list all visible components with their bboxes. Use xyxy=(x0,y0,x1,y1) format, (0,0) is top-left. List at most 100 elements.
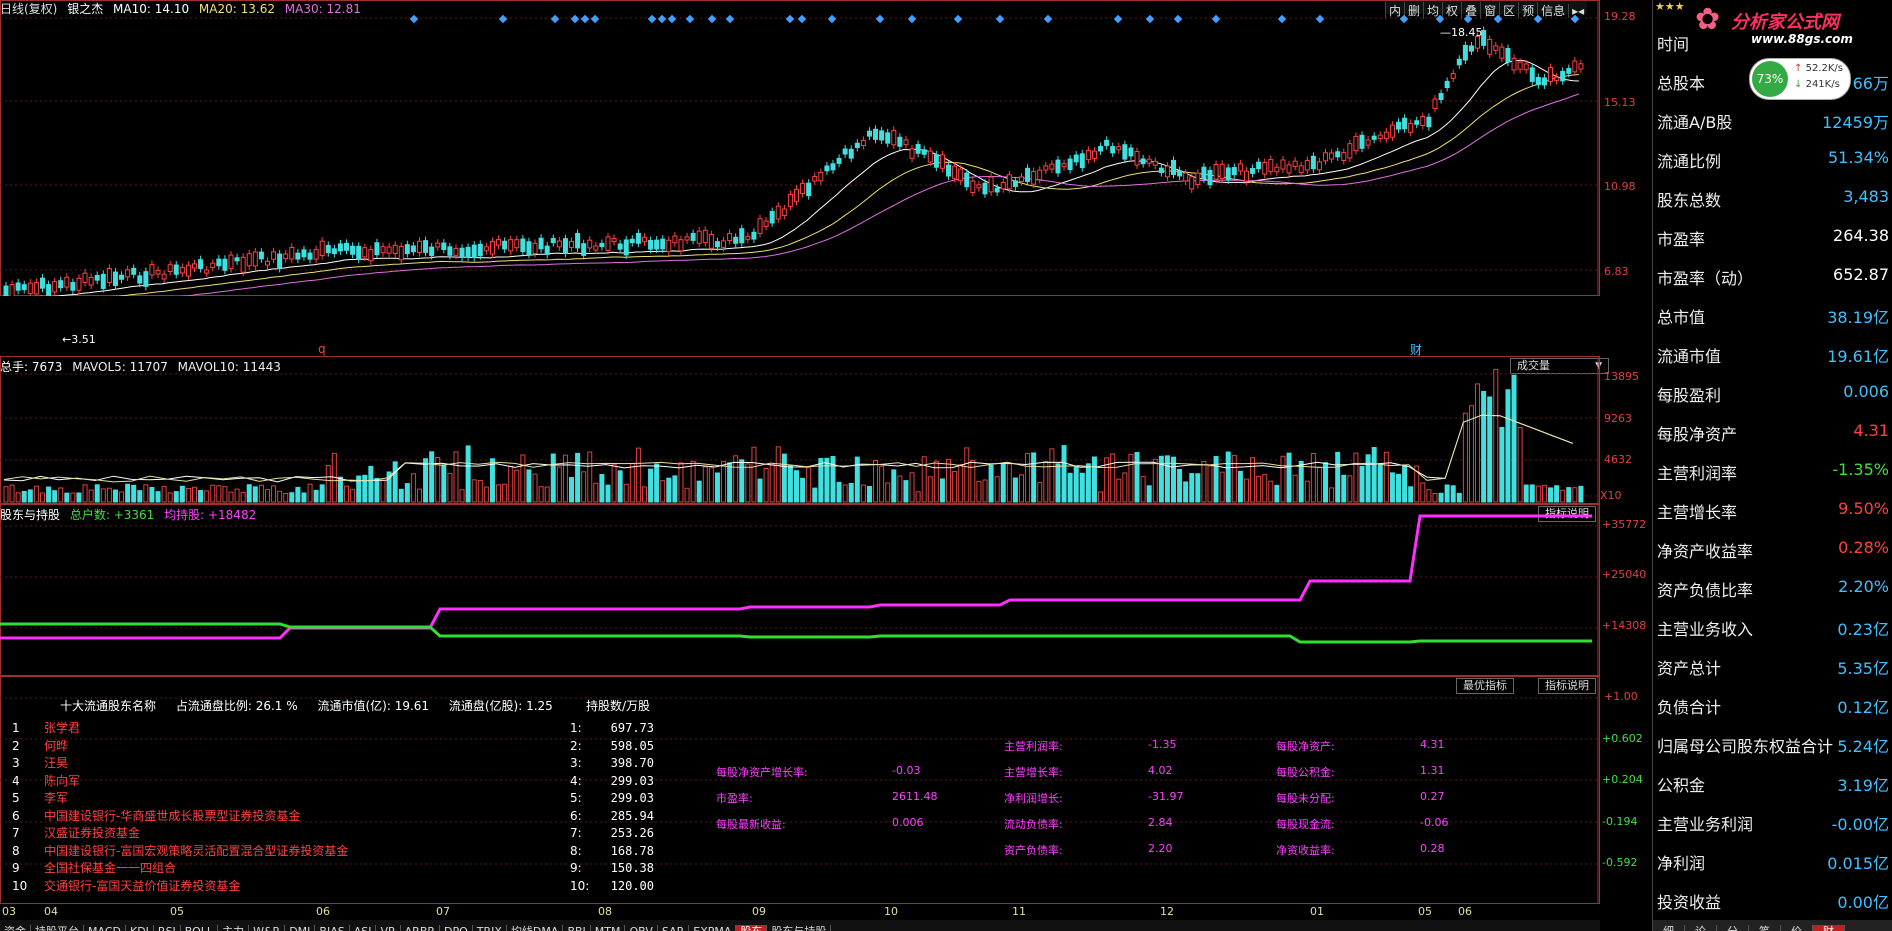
indicator-tab[interactable]: ASI xyxy=(350,925,377,931)
candle-body xyxy=(1237,163,1243,172)
indicator-tab[interactable]: DPO xyxy=(440,925,473,931)
volume-bar xyxy=(623,483,629,503)
volume-chart[interactable] xyxy=(0,356,1600,504)
holder-row[interactable]: 9 全国社保基金一一四组合 9: 150.38 xyxy=(0,860,670,877)
volume-bar xyxy=(1012,477,1018,503)
sidebar-tab[interactable]: 笔 xyxy=(1749,925,1781,931)
candle-body xyxy=(1341,152,1347,162)
volume-axis-2: 9263 xyxy=(1604,412,1632,425)
sidebar-tab[interactable]: 细 xyxy=(1653,925,1685,931)
indicator-tab[interactable]: ARBR xyxy=(401,925,441,931)
candle-body xyxy=(337,243,343,252)
indicator-tab[interactable]: BBI xyxy=(563,925,591,931)
volume-bar xyxy=(362,474,368,503)
volume-bar xyxy=(775,446,781,503)
candle-body xyxy=(550,238,556,244)
sidebar-tab[interactable]: 财 xyxy=(1813,925,1845,931)
toolbar-window[interactable]: 窗 xyxy=(1480,2,1499,19)
indicator-tab[interactable]: SAR xyxy=(658,925,690,931)
indicator-selector[interactable]: 成交量 ▼ xyxy=(1510,358,1609,374)
candle-body xyxy=(1189,176,1195,190)
volume-bar xyxy=(1243,478,1249,503)
logo[interactable]: ✿ 分析家公式网 www.88gs.com xyxy=(1695,2,1891,46)
toolbar-avg[interactable]: 均 xyxy=(1423,2,1442,19)
toolbar-toggle[interactable]: ▸◂ xyxy=(1568,4,1587,18)
holder-row[interactable]: 3 汪昊 3: 398.70 xyxy=(0,755,670,772)
volume-bar xyxy=(1091,456,1097,503)
indicator-tab[interactable]: 股东与持股 xyxy=(767,925,832,931)
indicator-tab[interactable]: MTM xyxy=(591,925,626,931)
volume-bar xyxy=(1256,476,1262,503)
toolbar-info[interactable]: 信息 xyxy=(1537,2,1568,19)
volume-bar xyxy=(897,475,903,503)
volume-bar xyxy=(745,463,751,503)
indicator-tab[interactable]: 资金 xyxy=(0,925,31,931)
holder-row[interactable]: 1 张学君 1: 697.73 xyxy=(0,720,670,737)
candle-body xyxy=(392,244,398,254)
toolbar-inner[interactable]: 内 xyxy=(1385,2,1404,19)
price-axis-4: 6.83 xyxy=(1604,265,1629,278)
holder-row[interactable]: 4 陈向军 4: 299.03 xyxy=(0,773,670,790)
holders-explain-button[interactable]: 指标说明 xyxy=(1538,506,1596,522)
bottom-explain-button[interactable]: 指标说明 xyxy=(1538,678,1596,694)
indicator-tab[interactable]: BOLL xyxy=(181,925,219,931)
best-indicator-button[interactable]: 最优指标 xyxy=(1456,678,1514,694)
candle-body xyxy=(739,228,745,244)
candle-body xyxy=(946,164,952,177)
holder-row[interactable]: 7 汉盛证券投资基金 7: 253.26 xyxy=(0,825,670,842)
arrow-up-icon: ↑ xyxy=(1794,63,1803,74)
fundamental-row: 市盈率（动） 652.87 xyxy=(1653,256,1892,295)
toolbar-right[interactable]: 权 xyxy=(1442,2,1461,19)
candlestick-chart[interactable] xyxy=(0,0,1600,296)
volume-bar xyxy=(1444,484,1450,503)
metric-value: 0.28 xyxy=(1420,842,1445,855)
indicator-tab[interactable]: KDJ xyxy=(126,925,154,931)
toolbar-delete[interactable]: 删 xyxy=(1404,2,1423,19)
holder-shares: 285.94 xyxy=(610,808,654,823)
indicator-tab[interactable]: 均线DMA xyxy=(507,925,564,931)
indicator-tab[interactable]: TRIX xyxy=(473,925,507,931)
indicator-tab[interactable]: EXPMA xyxy=(689,925,737,931)
candle-body xyxy=(319,240,325,257)
holder-row[interactable]: 5 李军 5: 299.03 xyxy=(0,790,670,807)
candle-body xyxy=(994,187,1000,193)
toolbar-forecast[interactable]: 预 xyxy=(1518,2,1537,19)
metric-label: 市盈率: xyxy=(716,792,753,805)
candle-body xyxy=(489,240,495,255)
holder-index: 3: xyxy=(570,756,582,770)
indicator-tab[interactable]: 主力 xyxy=(218,925,250,931)
indicator-tab[interactable]: MACD xyxy=(84,925,126,931)
chart-period-label[interactable]: 日线(复权) xyxy=(0,2,58,16)
holder-row[interactable]: 2 何晔 2: 598.05 xyxy=(0,738,670,755)
indicator-tab[interactable]: 持股平台 xyxy=(31,925,84,931)
sidebar-tab[interactable]: 分 xyxy=(1717,925,1749,931)
indicator-tab[interactable]: DMI xyxy=(285,925,316,931)
indicator-tab[interactable]: BIAS xyxy=(315,925,350,931)
holder-row[interactable]: 6 中国建设银行-华商盛世成长股票型证券投资基金 6: 285.94 xyxy=(0,808,670,825)
volume-bar xyxy=(1164,455,1170,503)
candle-body xyxy=(1177,170,1183,177)
holder-shares: 120.00 xyxy=(610,878,654,893)
candle-body xyxy=(1262,161,1268,175)
volume-bar xyxy=(143,484,149,503)
toolbar-range[interactable]: 区 xyxy=(1499,2,1518,19)
indicator-tab[interactable]: OBV xyxy=(625,925,658,931)
indicator-tab[interactable]: VR xyxy=(376,925,401,931)
candle-body xyxy=(684,236,690,241)
sidebar-tab[interactable]: 论 xyxy=(1685,925,1717,931)
candle-body xyxy=(1335,151,1341,158)
holder-row[interactable]: 8 中国建设银行-富国宏观策略灵活配置混合型证券投资基金 8: 168.78 xyxy=(0,843,670,860)
volume-bar xyxy=(1578,485,1584,503)
holder-row[interactable]: 10 交通银行-富国天益价值证券投资基金 10: 120.00 xyxy=(0,878,670,895)
sidebar-tab[interactable]: 价 xyxy=(1781,925,1813,931)
holder-index: 8: xyxy=(570,843,582,858)
volume-bar xyxy=(356,475,362,503)
metric-label: 流动负债率: xyxy=(1004,818,1063,831)
indicator-tab[interactable]: RSI xyxy=(154,925,181,931)
indicator-tab[interactable]: W&R xyxy=(249,925,286,931)
holders-chart[interactable] xyxy=(0,504,1600,676)
candle-body xyxy=(149,264,155,276)
indicator-tab[interactable]: 股东 xyxy=(736,925,768,931)
price-legend: 日线(复权) 银之杰 MA10: 14.10 MA20: 13.62 MA30:… xyxy=(0,0,367,17)
toolbar-overlay[interactable]: 叠 xyxy=(1461,2,1480,19)
